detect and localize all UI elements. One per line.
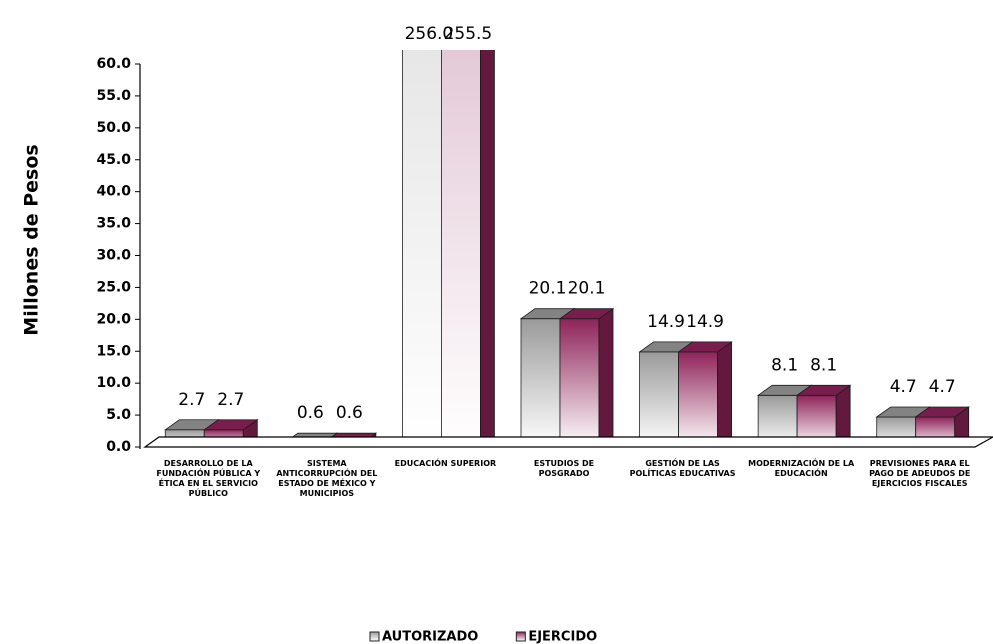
y-tick-label: 55.0 xyxy=(96,88,131,104)
value-label: 8.1 xyxy=(810,355,837,375)
bar-top xyxy=(677,341,733,353)
bar-top xyxy=(795,384,852,396)
bar-top xyxy=(558,308,615,320)
y-tick-label: 0.0 xyxy=(106,439,131,455)
bar-top xyxy=(203,419,259,431)
x-tick-label: SISTEMA ANTICORRUPCIÓN DEL ESTADO DE MÉX… xyxy=(276,459,378,498)
floor xyxy=(143,436,993,448)
y-tick-label: 25.0 xyxy=(96,279,131,295)
value-label: 20.1 xyxy=(529,279,567,299)
x-tick-label: EDUCACIÓN SUPERIOR xyxy=(394,459,497,468)
y-tick-label: 10.0 xyxy=(96,375,131,391)
legend-swatch xyxy=(515,631,526,642)
bar-side xyxy=(717,341,732,448)
value-label: 4.7 xyxy=(929,377,956,397)
bar xyxy=(402,50,442,448)
y-tick-label: 60.0 xyxy=(96,56,131,72)
x-tick-label: PREVISIONES PARA EL PAGO DE ADEUDOS DE E… xyxy=(869,459,971,488)
x-tick-label: MODERNIZACIÓN DE LA EDUCACIÓN xyxy=(748,459,855,478)
bar xyxy=(559,318,600,448)
value-label: 255.5 xyxy=(444,24,493,44)
bar-top xyxy=(914,406,970,418)
bar xyxy=(520,318,561,448)
y-tick-label: 30.0 xyxy=(96,248,131,264)
y-tick-label: 40.0 xyxy=(96,184,131,200)
legend-label: EJERCIDO xyxy=(528,630,597,644)
x-tick-label: ESTUDIOS DE POSGRADO xyxy=(533,459,595,478)
value-label: 0.6 xyxy=(336,403,363,423)
value-label: 14.9 xyxy=(647,312,685,332)
value-label: 256.0 xyxy=(405,24,454,44)
y-tick-label: 20.0 xyxy=(96,311,131,327)
plot-area xyxy=(164,50,970,448)
value-label: 14.9 xyxy=(686,312,724,332)
bar-side xyxy=(598,307,614,448)
bar xyxy=(678,351,718,448)
legend-label: AUTORIZADO xyxy=(382,630,478,644)
value-label: 8.1 xyxy=(771,355,798,375)
y-tick-label: 35.0 xyxy=(96,216,131,232)
value-label: 0.6 xyxy=(297,403,324,423)
value-label: 20.1 xyxy=(568,279,606,299)
y-axis-title: Millones de Pesos xyxy=(21,144,43,335)
value-label: 4.7 xyxy=(890,377,917,397)
bar xyxy=(441,50,481,448)
y-tick-label: 45.0 xyxy=(96,152,131,168)
value-label: 2.7 xyxy=(217,390,244,410)
y-tick-label: 5.0 xyxy=(106,407,131,423)
x-tick-label: DESARROLLO DE LA FUNDACIÓN PÚBLICA Y ÉTI… xyxy=(156,459,261,498)
y-tick-label: 50.0 xyxy=(96,120,131,136)
y-tick-label: 15.0 xyxy=(96,343,131,359)
bar-side xyxy=(480,50,495,448)
value-label: 2.7 xyxy=(178,390,205,410)
x-tick-label: GESTIÓN DE LAS POLÍTICAS EDUCATIVAS xyxy=(629,459,736,478)
legend-swatch xyxy=(369,631,380,642)
bar xyxy=(639,351,679,448)
